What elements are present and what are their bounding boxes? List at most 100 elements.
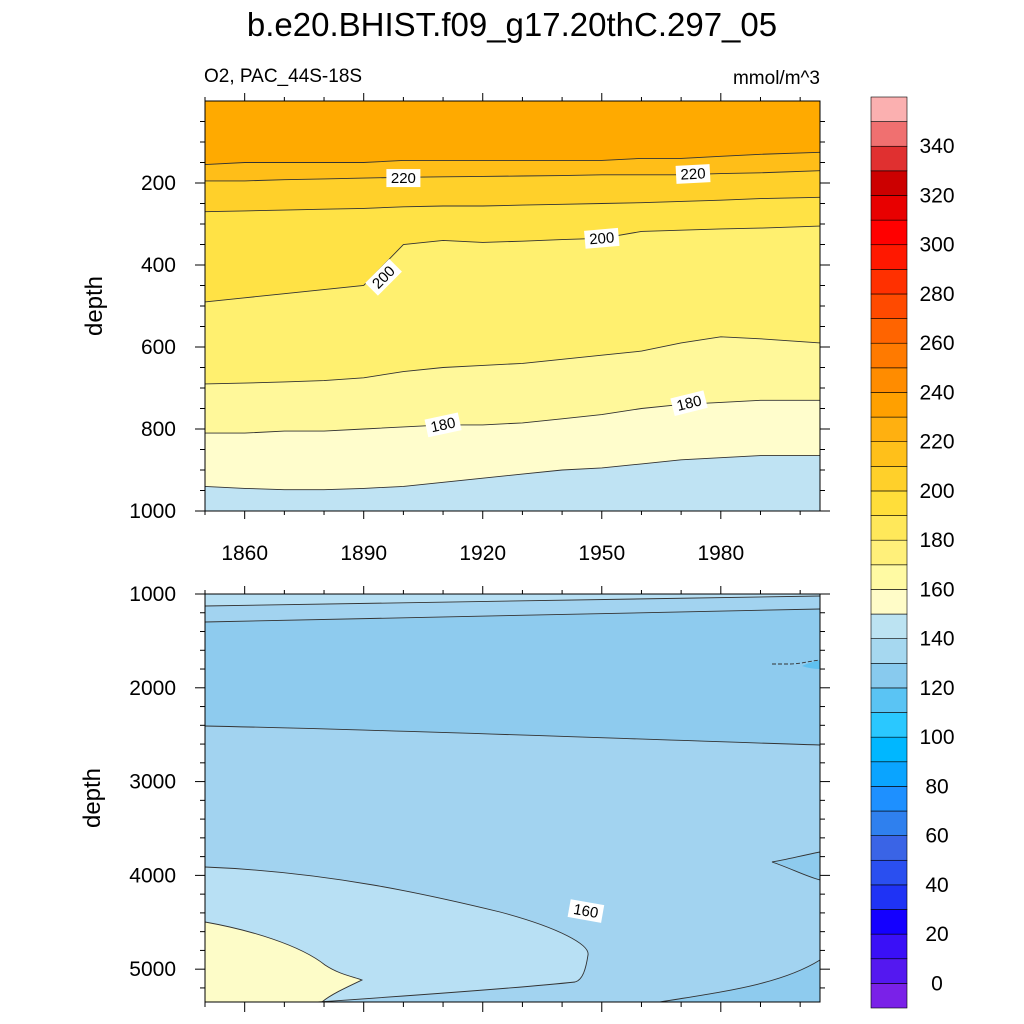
lower-y-axis-label: depth [79,768,106,828]
colorbar-label-260: 260 [919,332,954,355]
lower-contour-fill [205,594,820,1002]
lower-panel: 160 1000 2000 3000 4000 5000 depth [79,583,830,1012]
lower-line-right [771,851,820,881]
x-tick-label-1920: 1920 [459,542,506,565]
upper-band-1 [205,152,820,181]
upper-contour-label-5: 180 [670,390,708,417]
lower-fill-right-140 [772,852,820,880]
lower-y-tick-label-4000: 4000 [129,864,176,887]
lower-y-tick-label-3000: 3000 [129,771,176,794]
colorbar-segment [870,662,908,689]
colorbar-label-80: 80 [925,775,948,798]
lower-fill-band-upper [205,609,820,745]
colorbar-segment [870,736,908,763]
x-tick-label-1950: 1950 [578,542,625,565]
y-tick-label-800: 800 [141,418,176,441]
colorbar-segment [870,589,908,615]
lower-y-tick-label-1000: 1000 [129,583,176,606]
colorbar-label-280: 280 [919,283,954,306]
contour-line-190 [204,336,821,385]
units-label: mmol/m^3 [733,68,820,89]
colorbar-label-40: 40 [925,874,948,897]
colorbar-segment [870,466,908,492]
y-tick-label-1000: 1000 [129,500,176,523]
colorbar-segment [870,786,908,812]
lower-fill-deep-170 [205,922,362,1002]
subtitle-left: O2, PAC_44S-18S [204,66,362,87]
colorbar-segment [870,613,908,639]
chart-title: b.e20.BHIST.f09_g17.20thC.297_05 [247,6,777,43]
lower-contour-label-bg [567,899,605,923]
colorbar-segment [870,638,908,664]
upper-band-0 [205,101,820,165]
upper-contour-label-2: 200 [584,227,620,249]
colorbar-segment [870,392,908,418]
upper-contour-label-bg [670,390,708,417]
upper-contour-label-bg [584,227,620,249]
colorbar-label-120: 120 [919,677,954,700]
upper-band-5 [205,336,820,434]
colorbar-label-0: 0 [931,972,943,995]
upper-contour-label-text: 180 [675,392,703,415]
colorbar-segment [870,96,908,122]
lower-fill-150-160 [205,594,820,606]
colorbar-segment [870,515,908,541]
y-tick-label-200: 200 [141,172,176,195]
colorbar-label-320: 320 [919,185,954,208]
upper-y-axis-label: depth [81,276,108,336]
colorbar-segment [870,219,908,246]
colorbar-segment [870,564,908,590]
upper-band-6 [205,400,820,490]
colorbar-segment [870,835,908,861]
lower-contour-lines [205,595,820,1002]
upper-contour-label-4: 180 [424,412,462,438]
upper-contour-label-1: 220 [675,164,711,184]
colorbar-segment [870,884,908,910]
colorbar-segment [870,859,908,886]
colorbar-label-340: 340 [919,135,954,158]
lower-axes: 1000 2000 3000 4000 5000 [129,583,830,1012]
colorbar-segment [870,244,908,270]
colorbar-segment [870,909,908,935]
lower-fill-notch [802,660,820,669]
colorbar-label-240: 240 [919,382,954,405]
colorbar-segment [870,983,908,1009]
upper-band-4 [205,226,820,384]
colorbar-label-200: 200 [919,480,954,503]
upper-contour-label-text: 220 [680,165,706,183]
upper-contour-label-bg [424,412,462,438]
upper-contour-label-bg [675,164,711,184]
upper-band-7 [205,455,820,511]
upper-contour-label-bg [386,169,421,188]
colorbar-segment [870,416,908,442]
colorbar-segment [870,145,908,172]
colorbar-segment [870,195,908,221]
x-tick-label-1890: 1890 [340,542,387,565]
contour-line-230 [204,151,821,166]
colorbar-label-20: 20 [925,923,948,946]
lower-y-tick-label-2000: 2000 [129,677,176,700]
upper-contour-label-0: 220 [386,169,421,188]
colorbar-segment [870,170,908,196]
colorbar-label-160: 160 [919,578,954,601]
lower-contour-label-text: 160 [572,901,600,922]
x-tick-label-1980: 1980 [697,542,744,565]
upper-panel: 220 220 200 200 180 180 1860 1890 1920 1950 1980 2… [81,93,830,565]
colorbar: 0 20 40 60 80 100 120 140 160 180 200 220 240 260 280 3… [870,96,955,1009]
lower-line-corner [659,959,820,1002]
colorbar-segment [870,687,908,713]
colorbar-label-140: 140 [919,628,954,651]
lower-plot-frame [204,593,821,1003]
colorbar-label-180: 180 [919,529,954,552]
colorbar-segment [870,269,908,295]
x-tick-label-1860: 1860 [221,542,268,565]
lower-line-160 [205,866,589,1002]
colorbar-segment [870,539,908,566]
colorbar-segment [870,121,908,147]
contour-line-200 [204,225,821,303]
y-tick-label-400: 400 [141,254,176,277]
colorbar-label-100: 100 [919,726,954,749]
colorbar-segment [870,712,908,738]
colorbar-segment [870,293,908,319]
colorbar-label-60: 60 [925,825,948,848]
